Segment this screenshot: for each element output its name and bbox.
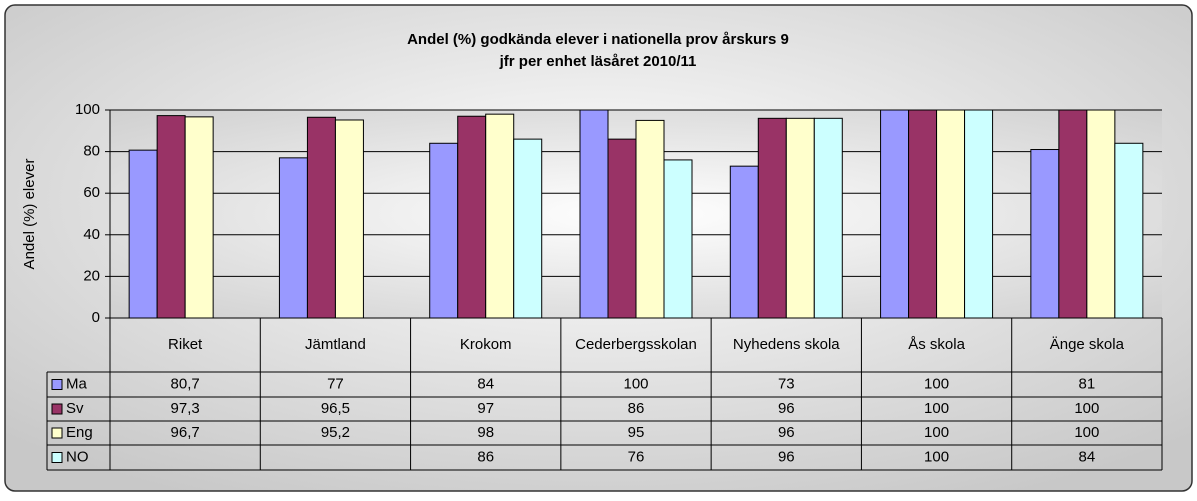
table-value: 96,7: [171, 424, 200, 441]
bar: [936, 109, 966, 319]
table-value: 95: [628, 424, 645, 441]
table-value: 100: [924, 375, 949, 392]
legend-label: Eng: [66, 424, 93, 441]
y-tick-label: 60: [83, 184, 100, 201]
table-value: 96: [778, 424, 795, 441]
table-value: 73: [778, 375, 795, 392]
bar: [513, 138, 543, 319]
legend-label: NO: [66, 448, 89, 465]
bar: [785, 117, 815, 319]
table-value: 97: [477, 400, 494, 417]
table-value: 100: [924, 448, 949, 465]
table-value: 77: [327, 375, 344, 392]
table-value: 86: [628, 400, 645, 417]
bar: [485, 113, 515, 319]
bar: [128, 149, 158, 319]
y-tick-label: 100: [75, 101, 100, 118]
chart-title: Andel (%) godkända elever i nationella p…: [407, 31, 789, 48]
table-value: 100: [1074, 400, 1099, 417]
legend-key: [51, 427, 63, 439]
legend-key: [51, 379, 63, 390]
bar: [334, 119, 364, 319]
chart-subtitle: jfr per enhet läsåret 2010/11: [499, 53, 697, 70]
bar: [813, 117, 843, 319]
table-value: 84: [477, 375, 494, 392]
bar: [908, 109, 938, 319]
bar: [306, 116, 336, 319]
bar: [1058, 109, 1088, 319]
bar: [278, 157, 308, 319]
legend-key: [51, 403, 63, 415]
bar: [757, 117, 787, 319]
table-value: 100: [924, 400, 949, 417]
table-value: 100: [1074, 424, 1099, 441]
table-value: 80,7: [171, 375, 200, 392]
bar: [579, 109, 609, 319]
table-value: 96: [778, 448, 795, 465]
table-value: 76: [628, 448, 645, 465]
x-tick-label: Riket: [168, 336, 203, 353]
bar: [964, 109, 994, 319]
y-tick-label: 80: [83, 143, 100, 160]
x-tick-label: Änge skola: [1050, 336, 1125, 353]
x-tick-label: Krokom: [460, 336, 512, 353]
bar: [1086, 109, 1116, 319]
bar: [729, 165, 759, 319]
bar: [1030, 149, 1060, 319]
bar: [457, 115, 487, 319]
x-tick-label: Cederbergsskolan: [575, 336, 697, 353]
bar: [429, 142, 459, 319]
bar: [1114, 142, 1144, 319]
y-tick-label: 20: [83, 267, 100, 284]
x-tick-label: Nyhedens skola: [733, 336, 840, 353]
y-tick-label: 40: [83, 226, 100, 243]
bar: [184, 116, 214, 319]
table-value: 100: [623, 375, 648, 392]
legend-label: Ma: [66, 375, 87, 392]
bar: [635, 119, 665, 319]
x-tick-label: Jämtland: [305, 336, 366, 353]
bar: [663, 159, 693, 319]
bar: [607, 138, 637, 319]
table-value: 81: [1079, 375, 1096, 392]
y-tick-label: 0: [92, 309, 100, 326]
table-value: 100: [924, 424, 949, 441]
bar: [156, 115, 186, 319]
legend-key: [51, 452, 63, 463]
y-axis-label: Andel (%) elever: [21, 159, 38, 270]
table-value: 97,3: [171, 400, 200, 417]
table-value: 98: [477, 424, 494, 441]
table-value: 96,5: [321, 400, 350, 417]
table-value: 86: [477, 448, 494, 465]
table-value: 84: [1079, 448, 1096, 465]
table-value: 96: [778, 400, 795, 417]
table-value: 95,2: [321, 424, 350, 441]
bar: [880, 109, 910, 319]
legend-label: Sv: [66, 400, 84, 417]
x-tick-label: Ås skola: [908, 336, 965, 353]
